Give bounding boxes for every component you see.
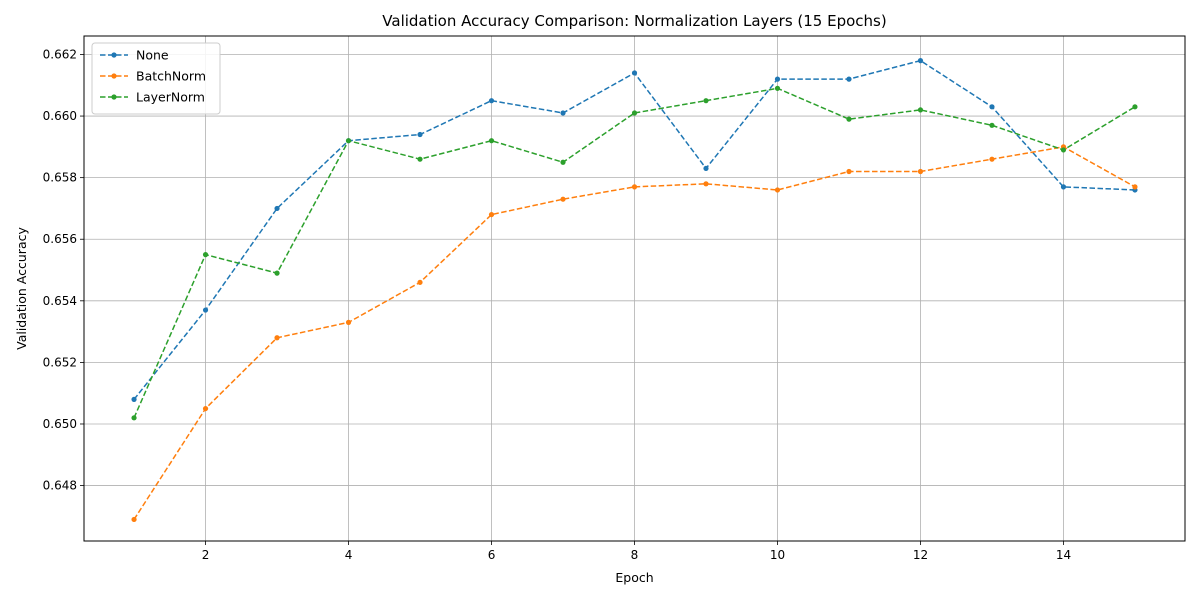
data-point-layernorm [1132,104,1138,110]
data-point-batchnorm [488,211,495,218]
data-point-batchnorm [560,196,566,202]
data-point-batchnorm [274,335,280,341]
data-point-batchnorm [345,319,352,325]
data-point-layernorm [989,122,995,128]
data-point-batchnorm [917,168,924,175]
data-point-batchnorm [631,184,638,190]
y-tick-label: 0.660 [43,109,77,123]
data-point-none [631,70,638,76]
axis-ticks: 2 4 6 8 10 12 14 0.648 0.650 0.652 0.654 0.656 0.658… [43,47,1071,562]
x-tick-label: 6 [488,548,496,562]
grid-lines [84,36,1185,541]
data-point-layernorm [560,159,566,165]
legend-label-none: None [136,48,169,63]
legend-marker-batchnorm [111,73,117,79]
data-point-layernorm [488,138,495,144]
legend-label-batchnorm: BatchNorm [136,69,206,84]
legend: None BatchNorm LayerNorm [91,42,221,115]
data-point-none [989,104,995,110]
data-point-batchnorm [202,405,209,412]
y-tick-label: 0.652 [43,355,77,369]
x-tick-label: 12 [913,548,928,562]
data-point-layernorm [345,138,352,144]
data-point-batchnorm [131,516,137,523]
y-tick-label: 0.662 [43,47,77,61]
data-point-batchnorm [417,279,423,285]
data-point-none [202,307,209,313]
data-point-layernorm [1060,147,1067,153]
data-point-none [1060,184,1067,190]
data-point-none [703,165,709,172]
x-tick-label: 4 [345,548,353,562]
legend-marker-layernorm [111,94,117,100]
data-point-layernorm [131,415,137,421]
y-tick-label: 0.648 [43,479,77,493]
data-point-layernorm [417,156,423,162]
legend-marker-none [111,52,117,58]
legend-label-layernorm: LayerNorm [136,90,205,105]
data-point-none [917,58,924,64]
x-axis-label: Epoch [615,570,653,585]
data-point-batchnorm [703,181,709,187]
data-point-layernorm [917,107,924,113]
data-point-layernorm [274,270,280,276]
data-point-batchnorm [1132,184,1138,190]
y-axis-label: Validation Accuracy [14,227,29,350]
x-tick-label: 14 [1056,548,1071,562]
data-point-layernorm [703,98,709,104]
data-point-none [131,396,137,402]
x-tick-label: 10 [770,548,785,562]
data-point-none [274,205,280,212]
data-point-batchnorm [989,156,995,162]
data-point-layernorm [846,116,852,122]
y-tick-label: 0.654 [43,294,77,308]
y-tick-label: 0.656 [43,232,77,246]
chart-title: Validation Accuracy Comparison: Normaliz… [382,12,886,30]
data-point-none [560,110,566,116]
x-tick-label: 8 [631,548,639,562]
data-point-none [846,76,852,82]
data-point-batchnorm [846,168,852,175]
series-line-batchnorm [133,146,1136,520]
data-point-batchnorm [774,187,781,193]
data-point-layernorm [631,110,638,116]
data-point-layernorm [774,85,781,91]
y-tick-label: 0.658 [43,171,77,185]
data-point-none [417,131,423,138]
data-point-layernorm [202,252,209,258]
y-tick-label: 0.650 [43,417,77,431]
data-point-none [774,76,781,82]
x-tick-label: 2 [202,548,210,562]
series-lines [131,58,1138,523]
data-point-none [488,98,495,104]
